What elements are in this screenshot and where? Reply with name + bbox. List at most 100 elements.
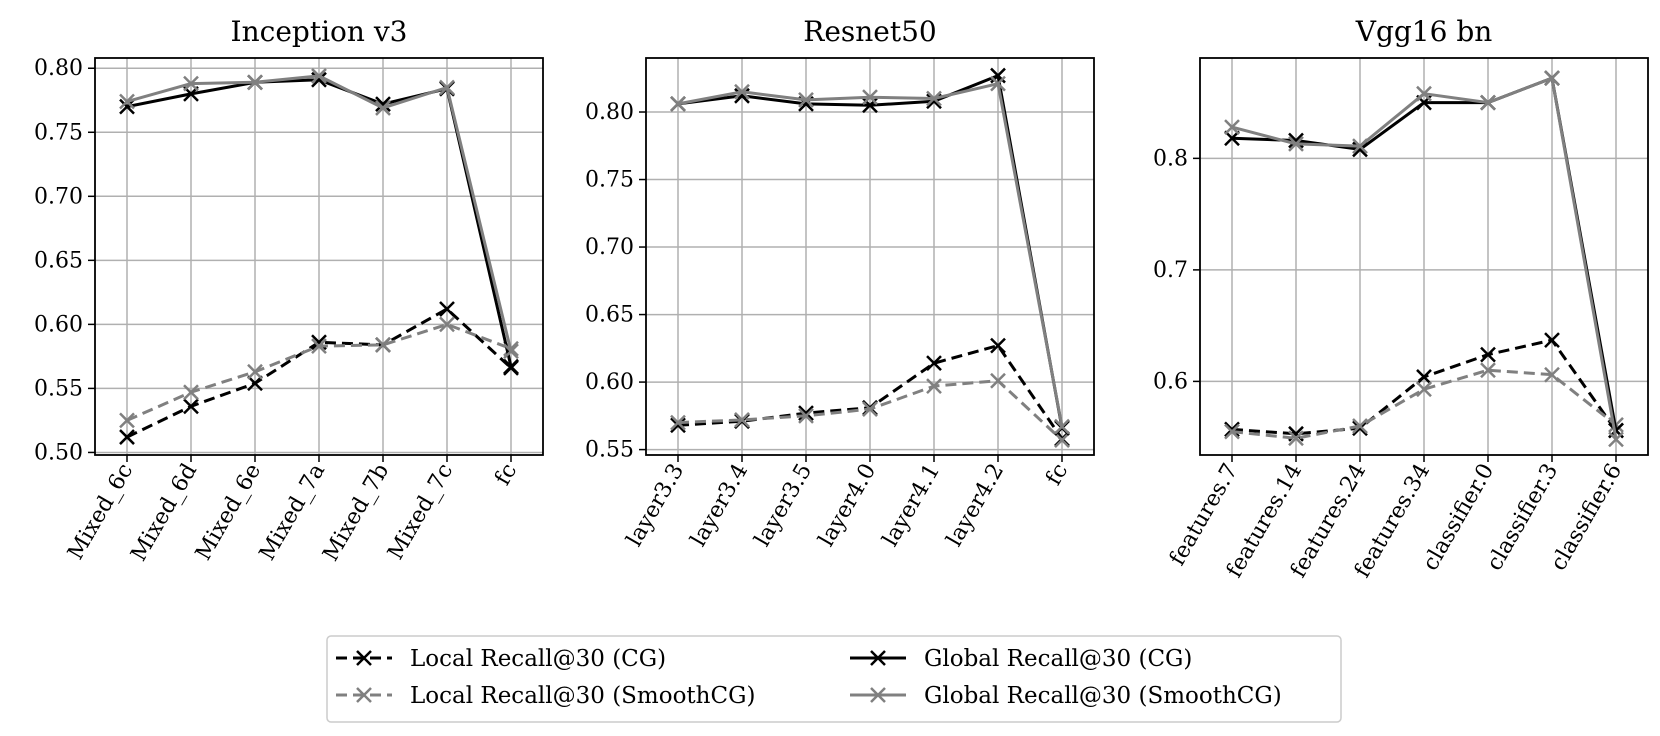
data-point-global-smooth	[1288, 135, 1304, 152]
data-point-local-cg	[439, 301, 455, 317]
y-tick-label: 0.7	[1153, 258, 1188, 283]
x-tick-label: Mixed_6c	[63, 460, 138, 565]
data-point-local-cg	[990, 337, 1006, 354]
legend-label: Global Recall@30 (SmoothCG)	[924, 683, 1282, 709]
chart-panel-3: 0.60.70.8features.7features.14features.2…	[1153, 15, 1649, 582]
y-tick-label: 0.80	[34, 56, 83, 81]
x-tick-label: Mixed_7b	[318, 460, 394, 566]
data-point-global-smooth	[798, 91, 814, 108]
data-point-local-smooth	[670, 414, 686, 431]
data-point-global-smooth	[1352, 138, 1368, 154]
data-point-local-smooth	[734, 412, 750, 428]
data-point-global-smooth	[862, 89, 878, 106]
data-point-global-smooth	[1054, 418, 1070, 435]
data-point-local-smooth	[1288, 430, 1304, 447]
data-point-global-smooth	[119, 93, 135, 110]
legend-entry-global-smooth: Global Recall@30 (SmoothCG)	[850, 683, 1282, 709]
data-point-global-smooth	[439, 79, 455, 96]
y-tick-label: 0.65	[34, 248, 83, 273]
data-point-global-smooth	[311, 68, 327, 84]
data-point-local-cg	[119, 429, 135, 445]
x-tick-label: layer4.0	[814, 460, 881, 551]
data-point-global-cg	[503, 358, 519, 375]
data-point-local-smooth	[247, 363, 263, 380]
data-point-local-smooth	[439, 316, 455, 333]
chart-panel-2: 0.55 0.60 0.65 0.70 0.75 0.80 layer3.3layer3.4…	[585, 15, 1095, 551]
data-point-local-cg	[1352, 420, 1368, 437]
data-point-local-smooth	[119, 412, 135, 429]
data-point-local-smooth	[183, 384, 199, 401]
data-point-local-smooth	[862, 401, 878, 417]
legend-marker-local-smooth	[356, 687, 372, 703]
x-tick-label: Mixed_6e	[191, 460, 266, 565]
y-tick-label: 0.60	[585, 370, 634, 395]
data-point-global-smooth	[1544, 70, 1560, 86]
y-tick-label: 0.70	[34, 184, 83, 209]
data-point-global-smooth	[670, 96, 686, 112]
x-tick-label: fc	[490, 460, 522, 490]
legend-entry-local-cg: Local Recall@30 (CG)	[336, 646, 666, 672]
x-tick-label: Mixed_7c	[383, 460, 458, 565]
data-point-local-smooth	[1224, 423, 1240, 440]
data-point-global-smooth	[734, 83, 750, 100]
data-point-local-smooth	[798, 407, 814, 424]
data-point-global-cg	[119, 98, 135, 115]
y-tick-label: 0.8	[1153, 146, 1188, 171]
chart-title: Vgg16 bn	[1355, 15, 1493, 48]
data-point-global-smooth	[926, 90, 942, 107]
x-tick-label: layer3.3	[622, 460, 689, 551]
data-point-global-smooth	[503, 343, 519, 360]
legend-marker-local-cg	[356, 650, 372, 666]
data-point-local-cg	[670, 417, 686, 434]
x-tick-label: fc	[1041, 460, 1073, 490]
data-point-local-smooth	[311, 338, 327, 355]
data-point-global-smooth	[990, 75, 1006, 92]
chart-panel-1: 0.500.550.600.650.700.750.80Mixed_6cMixe…	[34, 15, 544, 566]
x-tick-label: Mixed_7a	[255, 460, 330, 565]
y-tick-label: 0.55	[585, 438, 634, 463]
data-point-local-cg	[1416, 369, 1432, 385]
legend-frame	[326, 635, 1342, 723]
x-tick-label: layer4.1	[878, 460, 945, 551]
data-point-local-cg	[183, 398, 199, 415]
data-point-global-smooth	[1608, 431, 1624, 448]
y-tick-label: 0.80	[585, 100, 634, 125]
data-point-local-cg	[798, 405, 814, 422]
data-point-global-smooth	[1480, 94, 1496, 111]
data-point-local-smooth	[990, 372, 1006, 389]
y-tick-label: 0.65	[585, 303, 634, 328]
data-point-global-smooth	[183, 75, 199, 92]
chart-title: Inception v3	[231, 15, 408, 48]
y-tick-label: 0.55	[34, 376, 83, 401]
data-point-global-smooth	[1224, 119, 1240, 136]
data-point-local-cg	[1224, 421, 1240, 438]
legend-label: Local Recall@30 (SmoothCG)	[410, 683, 755, 709]
legend-entry-global-cg: Global Recall@30 (CG)	[850, 646, 1192, 672]
legend-marker-global-smooth	[870, 687, 886, 703]
data-point-local-smooth	[375, 336, 391, 353]
y-tick-label: 0.75	[585, 168, 634, 193]
data-point-global-smooth	[247, 74, 263, 91]
legend-marker-global-cg	[870, 650, 886, 666]
data-point-global-cg	[375, 96, 391, 112]
legend-label: Local Recall@30 (CG)	[410, 646, 666, 672]
data-point-global-smooth	[1416, 85, 1432, 102]
data-point-local-cg	[247, 375, 263, 392]
y-tick-label: 0.60	[34, 312, 83, 337]
data-point-local-smooth	[1544, 366, 1560, 383]
data-point-local-cg	[1480, 346, 1496, 363]
data-point-global-cg	[1224, 130, 1240, 147]
data-point-local-smooth	[1416, 381, 1432, 398]
data-point-local-smooth	[1054, 432, 1070, 449]
x-tick-label: Mixed_6d	[126, 460, 202, 566]
legend: Local Recall@30 (CG) Local Recall@30 (Smo…	[326, 635, 1342, 723]
data-point-local-cg	[926, 355, 942, 372]
data-point-local-smooth	[926, 378, 942, 395]
y-tick-label: 0.75	[34, 120, 83, 145]
y-tick-label: 0.70	[585, 235, 634, 260]
legend-entry-local-smooth: Local Recall@30 (SmoothCG)	[336, 683, 755, 709]
x-tick-label: layer3.5	[750, 460, 817, 551]
charts: 0.500.550.600.650.700.750.80Mixed_6cMixe…	[34, 15, 1649, 582]
x-tick-label: layer3.4	[686, 460, 753, 551]
